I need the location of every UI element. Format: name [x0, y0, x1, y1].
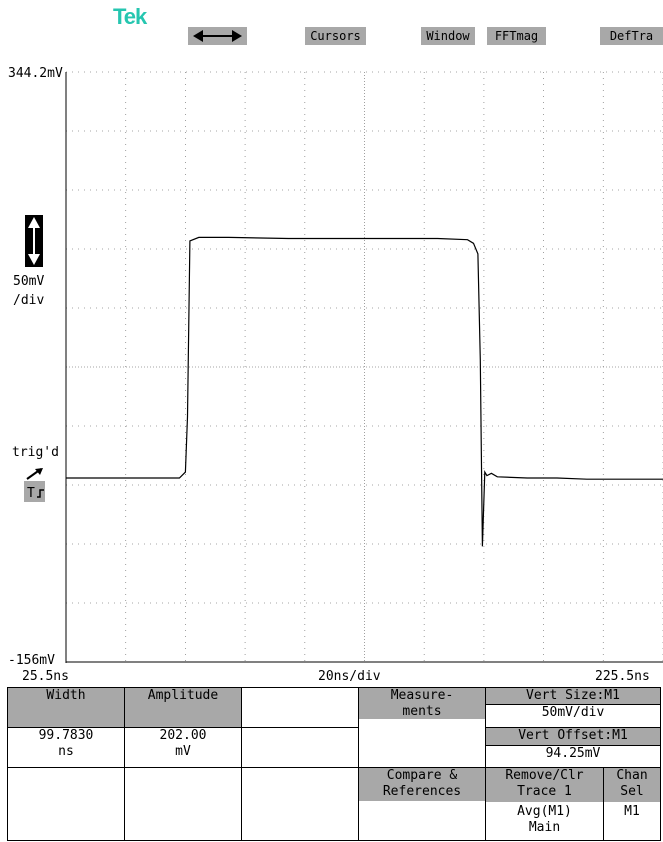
width-header-label: Width: [46, 688, 86, 703]
width-readout: 99.7830 ns: [8, 728, 124, 767]
horizontal-scroll-button[interactable]: [188, 27, 247, 45]
amplitude-value: 202.00: [159, 728, 207, 743]
trigger-marker-letter: T: [27, 486, 35, 501]
channel-select-button[interactable]: Chan Sel: [604, 768, 660, 802]
trace-timebase: Main: [528, 820, 561, 835]
amplitude-header-label: Amplitude: [147, 688, 219, 703]
remove-line-2: Trace 1: [517, 784, 572, 799]
row-sep-right-1: [485, 727, 661, 728]
col-sep-5: [603, 767, 604, 841]
chan-line-2: Sel: [620, 784, 644, 799]
row-sep-full: [7, 767, 661, 768]
channel-selected: M1: [624, 804, 640, 819]
panel-top-border: [7, 687, 661, 688]
row-sep-left-1: [7, 727, 358, 728]
col-sep-2: [241, 687, 242, 841]
remove-clear-trace-button[interactable]: Remove/Clr Trace 1: [486, 768, 603, 802]
amplitude-readout: 202.00 mV: [125, 728, 241, 767]
width-value: 99.7830: [38, 728, 94, 743]
bottom-voltage-label: -156mV: [8, 653, 55, 668]
control-panel: Width Amplitude 99.7830 ns 202.00 mV Mea…: [7, 687, 661, 841]
trigger-status-label: trig'd: [12, 445, 59, 460]
left-right-arrow-icon: [193, 30, 242, 42]
compare-line-2: References: [382, 784, 462, 799]
x-start-label: 25.5ns: [22, 669, 69, 684]
chan-line-1: Chan: [616, 768, 648, 783]
trigger-marker: T: [24, 467, 45, 502]
deftra-button[interactable]: DefTra: [600, 27, 663, 45]
panel-bottom-border: [7, 840, 661, 841]
vert-offset-divider: [485, 745, 661, 746]
empty-measure-slot[interactable]: [242, 688, 358, 727]
trace-m1: [66, 236, 663, 547]
window-button[interactable]: Window: [421, 27, 475, 45]
x-end-label: 225.5ns: [595, 669, 650, 684]
amplitude-header[interactable]: Amplitude: [125, 688, 241, 727]
trace-source-info: Avg(M1) Main: [486, 804, 603, 840]
top-voltage-label: 344.2mV: [8, 66, 63, 81]
amplitude-unit: mV: [175, 744, 191, 759]
vertical-position-control[interactable]: [25, 215, 43, 267]
compare-references-button[interactable]: Compare & References: [359, 768, 485, 801]
trigger-arrow-icon: T: [24, 468, 45, 502]
col-sep-3: [358, 687, 359, 841]
up-down-arrow-icon: [28, 217, 40, 265]
vert-size-divider: [485, 704, 661, 705]
measurements-line-2: ments: [402, 704, 442, 719]
remove-line-1: Remove/Clr: [505, 768, 584, 783]
width-header[interactable]: Width: [8, 688, 124, 727]
panel-left-border: [7, 687, 8, 841]
vert-offset-label[interactable]: Vert Offset:M1: [486, 728, 660, 745]
width-unit: ns: [58, 744, 74, 759]
vertical-scale-value: 50mV: [13, 274, 45, 289]
col-sep-1: [124, 687, 125, 841]
x-scale-label: 20ns/div: [318, 669, 381, 684]
trace-source: Avg(M1): [517, 804, 572, 819]
measurements-line-1: Measure-: [390, 688, 454, 703]
vert-size-value[interactable]: 50mV/div: [541, 705, 605, 720]
tek-logo: Tek: [113, 4, 147, 29]
col-sep-4: [485, 687, 486, 841]
vert-size-label[interactable]: Vert Size:M1: [486, 688, 660, 704]
vertical-scale-unit: /div: [13, 293, 45, 308]
cursors-button[interactable]: Cursors: [305, 27, 366, 45]
graticule: [66, 71, 663, 662]
fftmag-button[interactable]: FFTmag: [487, 27, 546, 45]
compare-line-1: Compare &: [386, 768, 458, 783]
vert-offset-value[interactable]: 94.25mV: [545, 746, 601, 761]
panel-right-border: [660, 687, 661, 841]
waveform-plot: [65, 71, 663, 663]
measurements-button[interactable]: Measure- ments: [359, 688, 485, 719]
